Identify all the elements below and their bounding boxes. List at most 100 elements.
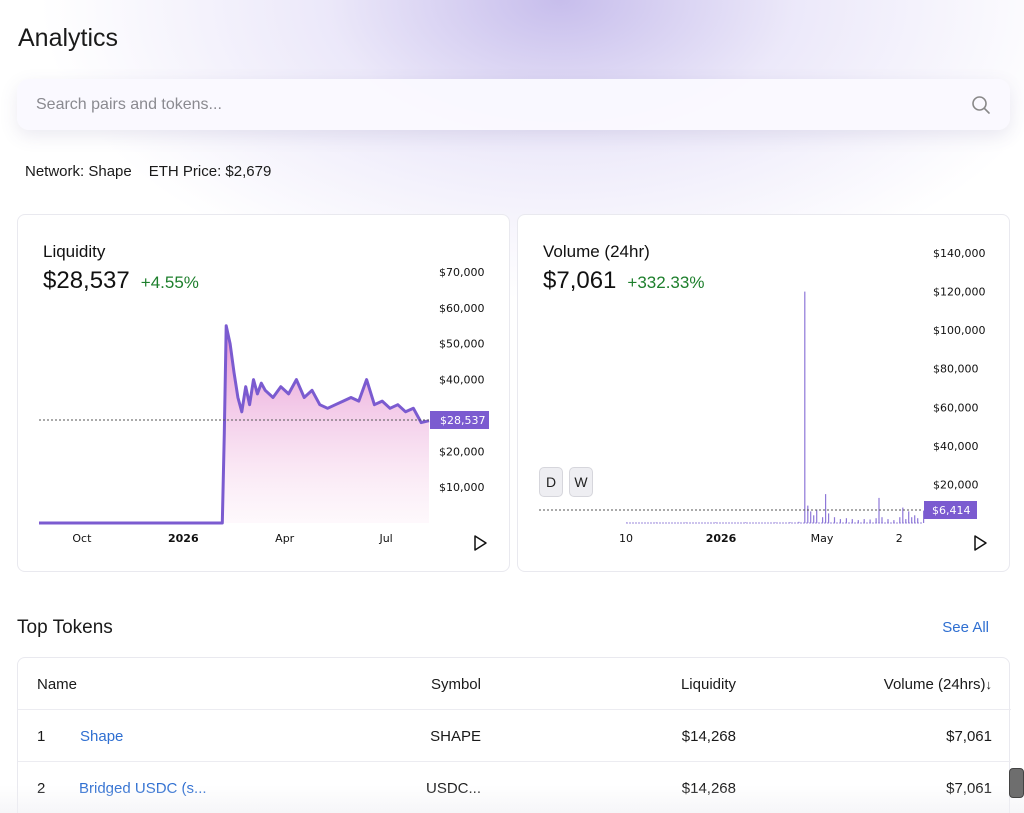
volume-label: Volume (24hr) (543, 242, 650, 261)
top-tokens-table: Name Symbol Liquidity Volume (24hrs)↓ 1 … (17, 657, 1011, 813)
volume-bar (789, 522, 791, 523)
row-volume: $7,061 (946, 728, 992, 745)
volume-bar (881, 517, 883, 523)
liquidity-y-tick-label: $70,000 (439, 266, 485, 279)
liquidity-line (39, 324, 430, 525)
volume-value-row: $7,061 +332.33% (543, 267, 704, 295)
volume-bar (822, 517, 824, 523)
volume-bar (744, 522, 746, 523)
volume-bar (655, 522, 657, 523)
volume-play-icon[interactable] (974, 535, 987, 551)
column-header-name[interactable]: Name (37, 676, 78, 693)
row-symbol: SHAPE (430, 728, 481, 745)
liquidity-y-tick-label: $20,000 (439, 445, 485, 458)
volume-bar (626, 522, 628, 523)
liquidity-play-icon[interactable] (474, 535, 487, 551)
volume-y-tick-label: $140,000 (933, 247, 986, 260)
token-name-link[interactable]: Bridged USDC (s... (79, 780, 207, 797)
liquidity-label: Liquidity (43, 242, 106, 261)
liquidity-current-marker-bg (430, 411, 489, 429)
volume-bar (816, 509, 818, 523)
volume-bar (804, 291, 806, 523)
volume-bar (863, 519, 865, 523)
search-bar[interactable] (17, 79, 1010, 130)
scrollbar-thumb[interactable] (1009, 768, 1024, 798)
volume-bar (923, 510, 925, 523)
volume-bar (914, 515, 916, 523)
volume-bar (887, 519, 889, 523)
row-rank: 2 (37, 780, 46, 797)
volume-bar (905, 519, 907, 523)
liquidity-y-tick-label: $50,000 (439, 338, 485, 351)
liquidity-value-row: $28,537 +4.55% (43, 267, 199, 295)
global-stats: Network: Shape ETH Price: $2,679 (25, 163, 271, 180)
liquidity-x-tick-label: Apr (275, 532, 295, 545)
volume-bar (715, 522, 717, 523)
volume-current-marker-bg (924, 501, 977, 519)
volume-bar (851, 519, 853, 523)
volume-x-tick-label: 2026 (706, 532, 737, 545)
column-header-volume-label: Volume (24hrs) (883, 676, 986, 693)
column-header-liquidity[interactable]: Liquidity (680, 676, 736, 693)
volume-bar (807, 505, 809, 523)
volume-bar (833, 517, 836, 523)
liquidity-value: $28,537 (43, 267, 130, 294)
table-header: Name Symbol Liquidity Volume (24hrs)↓ (18, 658, 1011, 710)
volume-x-tick-label: 2 (896, 532, 903, 545)
liquidity-area (39, 325, 429, 523)
volume-bar (893, 520, 895, 523)
eth-price-stat: ETH Price: $2,679 (148, 163, 272, 180)
volume-y-tick-label: $40,000 (933, 440, 979, 453)
column-header-symbol[interactable]: Symbol (430, 676, 481, 693)
table-row[interactable]: 1 Shape SHAPE $14,268 $7,061 (18, 710, 1011, 762)
volume-bar (839, 519, 841, 523)
search-input[interactable] (36, 79, 936, 130)
page-title: Analytics (18, 24, 119, 52)
volume-bar (685, 522, 687, 523)
row-volume: $7,061 (946, 780, 992, 797)
liquidity-x-tick-label: Oct (72, 532, 92, 545)
table-row[interactable]: 2 Bridged USDC (s... USDC... $14,268 $7,… (18, 762, 1011, 813)
row-liquidity: $14,268 (681, 780, 736, 797)
volume-y-tick-label: $80,000 (933, 363, 979, 376)
volume-bar (845, 518, 847, 523)
volume-bar (902, 507, 904, 523)
volume-bar (774, 522, 776, 523)
volume-bar (828, 513, 830, 523)
row-symbol: USDC... (425, 780, 481, 797)
column-header-volume[interactable]: Volume (24hrs)↓ (884, 658, 992, 712)
volume-bar (857, 520, 859, 523)
volume-bar (798, 521, 800, 523)
liquidity-y-tick-label: $60,000 (439, 302, 485, 315)
volume-change: +332.33% (627, 273, 705, 292)
liquidity-current-marker: $28,537 (440, 414, 486, 427)
volume-bar (810, 511, 812, 523)
volume-y-tick-label: $120,000 (933, 286, 986, 299)
sort-down-icon: ↓ (985, 677, 993, 692)
volume-y-tick-label: $20,000 (933, 478, 979, 491)
network-stat: Network: Shape (25, 163, 132, 180)
volume-x-tick-label: May (811, 532, 834, 545)
see-all-link[interactable]: See All (942, 619, 989, 636)
volume-bar (917, 518, 919, 523)
liquidity-y-tick-label: $10,000 (439, 481, 485, 494)
volume-bar (825, 494, 827, 523)
day-toggle-button[interactable]: D (539, 467, 563, 497)
week-toggle-button[interactable]: W (569, 467, 593, 497)
row-rank: 1 (37, 728, 46, 745)
liquidity-y-tick-label: $40,000 (439, 374, 485, 387)
token-name-link[interactable]: Shape (80, 728, 124, 745)
volume-chart[interactable]: $140,000 $120,000 $100,000 $80,000 $60,000 $4… (518, 215, 1011, 573)
volume-bar (911, 517, 913, 523)
volume-bar (869, 519, 871, 523)
liquidity-chart[interactable]: $70,000 $60,000 $50,000 $40,000 $20,000 $10,0… (18, 215, 511, 573)
volume-value: $7,061 (543, 267, 617, 294)
row-liquidity: $14,268 (681, 728, 736, 745)
search-icon[interactable] (971, 95, 991, 115)
liquidity-x-tick-label: Jul (378, 532, 392, 545)
volume-x-tick-label: 10 (619, 532, 633, 545)
liquidity-change: +4.55% (140, 273, 199, 292)
liquidity-x-tick-label: 2026 (168, 532, 199, 545)
volume-y-tick-label: $100,000 (933, 324, 986, 337)
